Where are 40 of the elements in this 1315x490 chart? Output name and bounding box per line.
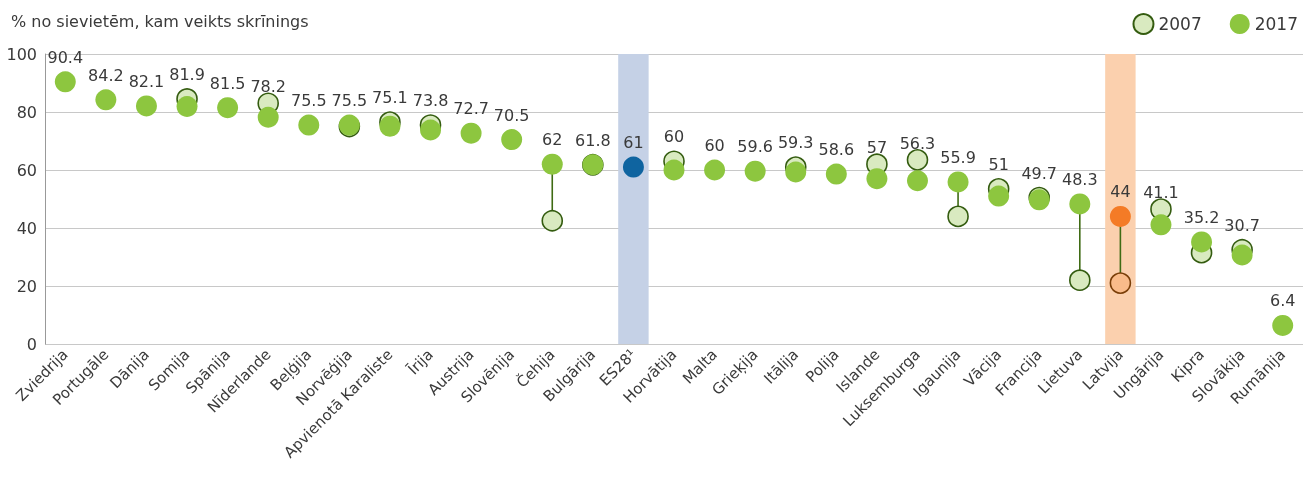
data-label: 58.6 [818, 140, 855, 160]
data-label: 81.5 [209, 73, 246, 93]
y-tick-label: 60 [16, 160, 37, 180]
data-label: 57 [866, 138, 888, 158]
legend-label: 2007 [1158, 14, 1202, 34]
data-label: 81.9 [169, 64, 205, 84]
data-label: 48.3 [1061, 169, 1098, 189]
data-label: 78.2 [250, 77, 287, 97]
y-tick-label: 20 [16, 276, 37, 296]
data-label: 62 [542, 130, 563, 150]
data-label: 84.2 [88, 65, 124, 85]
data-label: 61 [623, 133, 644, 153]
y-tick-label: 0 [26, 334, 37, 354]
data-label: 59.6 [737, 137, 773, 157]
legend-label: 2017 [1254, 14, 1298, 34]
data-label: 51 [988, 154, 1009, 174]
data-label: 59.3 [777, 133, 814, 153]
data-label: 75.5 [290, 91, 327, 111]
data-label: 73.8 [412, 91, 449, 111]
data-label: 41.1 [1143, 183, 1179, 203]
data-label: 49.7 [1021, 163, 1058, 183]
y-axis-title: % no sievietēm, kam veikts skrīnings [11, 11, 309, 31]
data-label: 75.5 [331, 91, 368, 111]
data-label: 82.1 [128, 71, 165, 91]
data-label: 70.5 [493, 105, 530, 125]
data-label: 44 [1110, 182, 1131, 202]
y-tick-label: 80 [16, 102, 37, 122]
data-label: 90.4 [47, 47, 84, 67]
data-label: 60 [704, 136, 725, 155]
y-tick-label: 40 [16, 218, 37, 238]
data-label: 75.1 [372, 88, 408, 108]
data-label: 60 [663, 127, 685, 147]
data-label: 6.4 [1269, 291, 1296, 311]
data-label: 30.7 [1224, 215, 1260, 235]
data-label: 72.7 [453, 99, 489, 119]
y-tick-label: 100 [6, 44, 37, 64]
data-label: 61.8 [575, 130, 611, 150]
data-label: 35.2 [1183, 207, 1220, 227]
data-label: 55.9 [940, 147, 976, 167]
data-label: 56.3 [899, 133, 936, 153]
